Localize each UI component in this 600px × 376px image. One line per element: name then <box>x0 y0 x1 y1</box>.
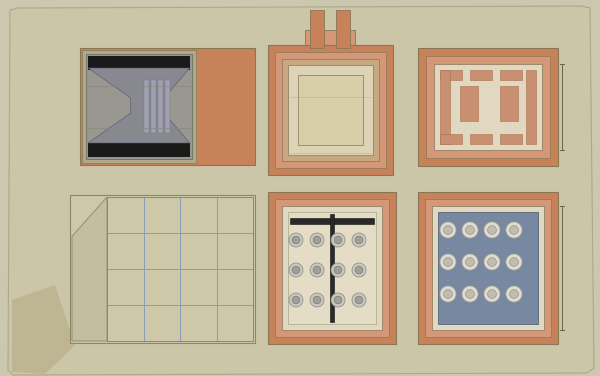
Bar <box>282 59 379 161</box>
Circle shape <box>313 296 321 304</box>
Circle shape <box>462 286 478 302</box>
Circle shape <box>506 222 522 238</box>
Circle shape <box>352 233 366 247</box>
Circle shape <box>292 236 300 244</box>
Circle shape <box>355 266 363 274</box>
Circle shape <box>292 266 300 274</box>
Circle shape <box>289 233 303 247</box>
Bar <box>418 48 558 166</box>
Circle shape <box>509 290 518 299</box>
Bar <box>470 134 492 144</box>
Polygon shape <box>88 68 190 143</box>
Circle shape <box>443 258 452 267</box>
Circle shape <box>488 226 496 234</box>
Circle shape <box>462 254 478 270</box>
Bar <box>288 65 373 155</box>
Circle shape <box>310 233 324 247</box>
Bar <box>275 52 386 168</box>
Bar <box>144 80 149 133</box>
Bar <box>432 206 544 330</box>
Circle shape <box>352 293 366 307</box>
Bar <box>434 64 542 150</box>
Circle shape <box>440 254 456 270</box>
Circle shape <box>506 254 522 270</box>
Bar <box>500 134 522 144</box>
Bar <box>275 199 389 337</box>
Bar <box>268 45 393 175</box>
Circle shape <box>443 290 452 299</box>
Circle shape <box>352 263 366 277</box>
Bar <box>298 75 363 145</box>
Bar <box>418 192 558 344</box>
Circle shape <box>331 233 345 247</box>
Circle shape <box>484 254 500 270</box>
Bar <box>268 192 396 344</box>
Bar <box>305 30 355 45</box>
Polygon shape <box>12 285 75 374</box>
Circle shape <box>440 286 456 302</box>
Bar <box>158 80 163 133</box>
Circle shape <box>509 258 518 267</box>
Bar <box>70 195 255 343</box>
Circle shape <box>484 222 500 238</box>
Circle shape <box>289 293 303 307</box>
Bar <box>310 10 324 48</box>
Bar <box>526 70 536 144</box>
Bar <box>425 199 551 337</box>
Circle shape <box>334 236 342 244</box>
Polygon shape <box>72 197 107 341</box>
Bar <box>500 86 518 121</box>
Bar <box>290 218 374 224</box>
Bar <box>88 56 190 70</box>
Bar <box>438 212 538 324</box>
Bar <box>470 70 492 80</box>
Circle shape <box>355 236 363 244</box>
Bar <box>288 212 376 324</box>
Bar <box>107 197 253 341</box>
Circle shape <box>484 286 500 302</box>
Bar <box>426 56 550 158</box>
Circle shape <box>462 222 478 238</box>
Polygon shape <box>8 6 594 375</box>
Circle shape <box>292 296 300 304</box>
Circle shape <box>488 290 496 299</box>
Circle shape <box>331 263 345 277</box>
Bar <box>82 50 196 163</box>
Circle shape <box>310 293 324 307</box>
Circle shape <box>334 296 342 304</box>
Bar <box>330 214 334 322</box>
Circle shape <box>355 296 363 304</box>
Circle shape <box>289 263 303 277</box>
Circle shape <box>310 263 324 277</box>
Circle shape <box>488 258 496 267</box>
Bar <box>336 10 350 48</box>
Bar <box>86 54 192 159</box>
Bar <box>440 70 450 144</box>
Circle shape <box>443 226 452 234</box>
Bar <box>88 143 190 157</box>
Circle shape <box>509 226 518 234</box>
Circle shape <box>466 290 475 299</box>
Bar <box>151 80 156 133</box>
Circle shape <box>466 226 475 234</box>
Circle shape <box>313 266 321 274</box>
Circle shape <box>440 222 456 238</box>
Circle shape <box>334 266 342 274</box>
Circle shape <box>506 286 522 302</box>
Circle shape <box>313 236 321 244</box>
Bar <box>440 70 462 80</box>
Bar <box>460 86 478 121</box>
Bar <box>440 134 462 144</box>
Bar <box>282 206 382 330</box>
Circle shape <box>331 293 345 307</box>
Bar <box>80 48 255 165</box>
Bar <box>165 80 170 133</box>
Circle shape <box>466 258 475 267</box>
Bar <box>500 70 522 80</box>
